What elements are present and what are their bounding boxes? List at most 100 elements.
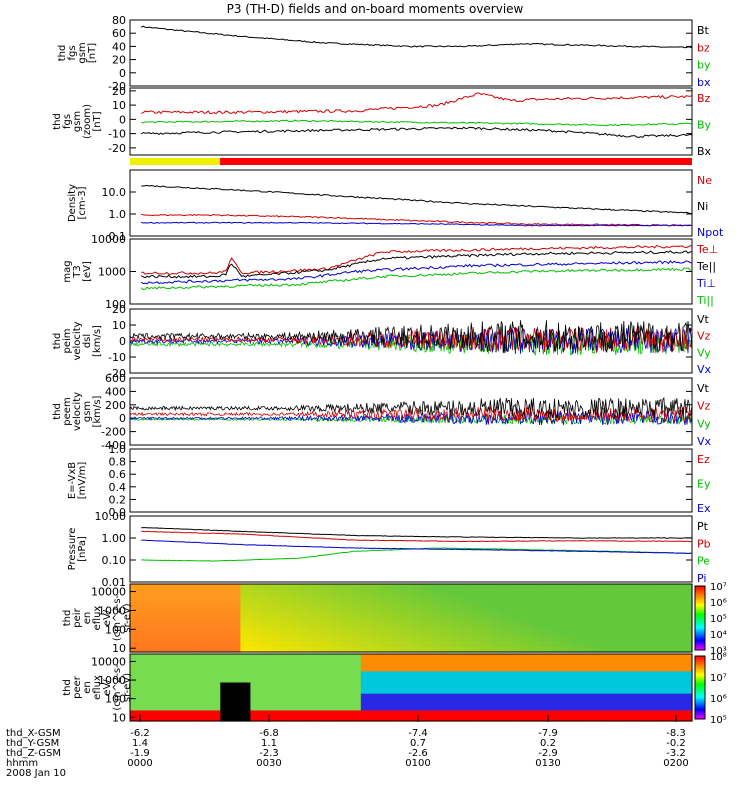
y-tick-label: 0.6 [109, 468, 127, 481]
spectrogram-cell [250, 676, 262, 683]
spectrogram-cell [541, 681, 553, 689]
spectrogram-cell [350, 595, 362, 602]
spectrogram-cell [611, 623, 623, 630]
spectrogram-cell [310, 640, 322, 647]
spectrogram-cell [360, 654, 372, 661]
spectrogram-cell [290, 629, 302, 636]
spectrogram-cell [340, 640, 352, 647]
spectrogram-cell [200, 584, 211, 591]
spectrogram-cell [631, 676, 643, 683]
y-tick-label: -20 [108, 142, 126, 155]
spectrogram-frame [129, 583, 693, 653]
spectrogram-cell [320, 584, 332, 591]
spectrogram-cell [270, 618, 282, 625]
spectrogram-cell [340, 665, 352, 672]
spectrogram-cell [380, 589, 392, 596]
spectrogram-cell [340, 589, 352, 596]
spectrogram-cell [240, 704, 252, 711]
spectrogram-cell [280, 640, 292, 647]
spectrogram-cell [431, 635, 442, 642]
spectrogram-cell [260, 676, 272, 683]
spectrogram-cell [671, 618, 683, 625]
xaxis-value: 1.1 [261, 738, 277, 749]
spectrogram-cell [310, 612, 322, 619]
spectrogram-cell [300, 704, 312, 711]
spectrogram-cell [340, 698, 352, 705]
spectrogram-cell [471, 595, 482, 602]
spectrogram-cell [601, 612, 613, 619]
legend-temperature-1: Te|| [696, 260, 716, 273]
spectrogram-cell [511, 612, 522, 619]
spectrogram-cell [621, 618, 633, 625]
spectrogram-cell [421, 704, 432, 711]
spectrogram-cell [230, 635, 241, 642]
spectrogram-cell [350, 665, 362, 672]
spectrogram-cell [330, 670, 342, 677]
spectrogram-cell [531, 681, 543, 689]
spectrogram-cell [471, 601, 482, 608]
spectrogram-cell [511, 715, 522, 722]
spectrogram-cell [340, 646, 352, 653]
y-tick-label: -200 [101, 426, 126, 439]
spectrogram-cell [160, 709, 171, 717]
spectrogram-cell [220, 676, 231, 683]
spectrogram-cell [250, 640, 262, 647]
spectrogram-cell [581, 659, 593, 666]
spectrogram-cell [471, 646, 482, 653]
spectrogram-cell [681, 676, 693, 683]
spectrogram-cell [300, 670, 312, 677]
spectrogram-cell [260, 589, 272, 596]
spectrogram-cell [591, 709, 603, 717]
y-axis-label: thdpeemvelocitygsm[km/s] [52, 392, 103, 431]
y-axis-label-line: thd [62, 610, 73, 627]
spectrogram-cell [140, 629, 151, 636]
spectrogram-cell [260, 640, 272, 647]
spectrogram-cell [240, 612, 252, 619]
spectrogram-cell [651, 612, 663, 619]
spectrogram-peer-eflux: 10000100010010thdpeerenefluxeV/(cm^2-s-s… [62, 652, 727, 726]
spectrogram-cell [350, 584, 362, 591]
y-axis-label-line: eV/ [102, 679, 113, 696]
spectrogram-cell [310, 584, 322, 591]
spectrogram-cell [641, 698, 653, 705]
spectrogram-cell [310, 659, 322, 666]
xaxis-value: -8.3 [666, 728, 686, 739]
spectrogram-cell [461, 601, 472, 608]
spectrogram-cell [180, 601, 191, 608]
spectrogram-cell [651, 654, 663, 661]
spectrogram-cell [280, 687, 292, 694]
spectrogram-cell [491, 623, 502, 630]
y-tick-label: 100 [105, 623, 126, 636]
xaxis-value: -6.8 [259, 728, 279, 739]
spectrogram-cell [200, 646, 211, 653]
spectrogram-cell [400, 654, 412, 661]
spectrogram-cell [130, 629, 141, 636]
spectrogram-cell [641, 606, 653, 613]
spectrogram-cell [431, 601, 442, 608]
spectrogram-cell [150, 698, 161, 705]
spectrogram-cell [370, 612, 382, 619]
line-panels: 806040200-20thdfgsgsm[nT]Btbzbybx20100-1… [52, 14, 724, 589]
spectrogram-cell [340, 623, 352, 630]
spectrogram-cell [350, 589, 362, 596]
spectrogram-cell [160, 670, 171, 677]
spectrogram-cell [260, 635, 272, 642]
spectrogram-cell [400, 681, 412, 689]
spectrogram-cell [130, 687, 141, 694]
spectrogram-cell [581, 618, 593, 625]
spectrogram-cell [591, 640, 603, 647]
spectrogram-cell [320, 635, 332, 642]
y-axis-label-line: Density [67, 184, 78, 222]
status-bar-yellow [130, 158, 220, 165]
y-tick-label: 0.1 [109, 230, 127, 243]
spectrogram-cell [350, 709, 362, 717]
spectrogram-cell [481, 681, 492, 689]
spectrogram-cell [220, 606, 231, 613]
spectrogram-cell [390, 595, 402, 602]
spectrogram-cell [390, 676, 402, 683]
spectrogram-cell [551, 659, 563, 666]
spectrogram-cell [631, 654, 643, 661]
spectrogram-cell [621, 665, 633, 672]
spectrogram-cell [330, 698, 342, 705]
xaxis-value: -7.4 [408, 728, 428, 739]
